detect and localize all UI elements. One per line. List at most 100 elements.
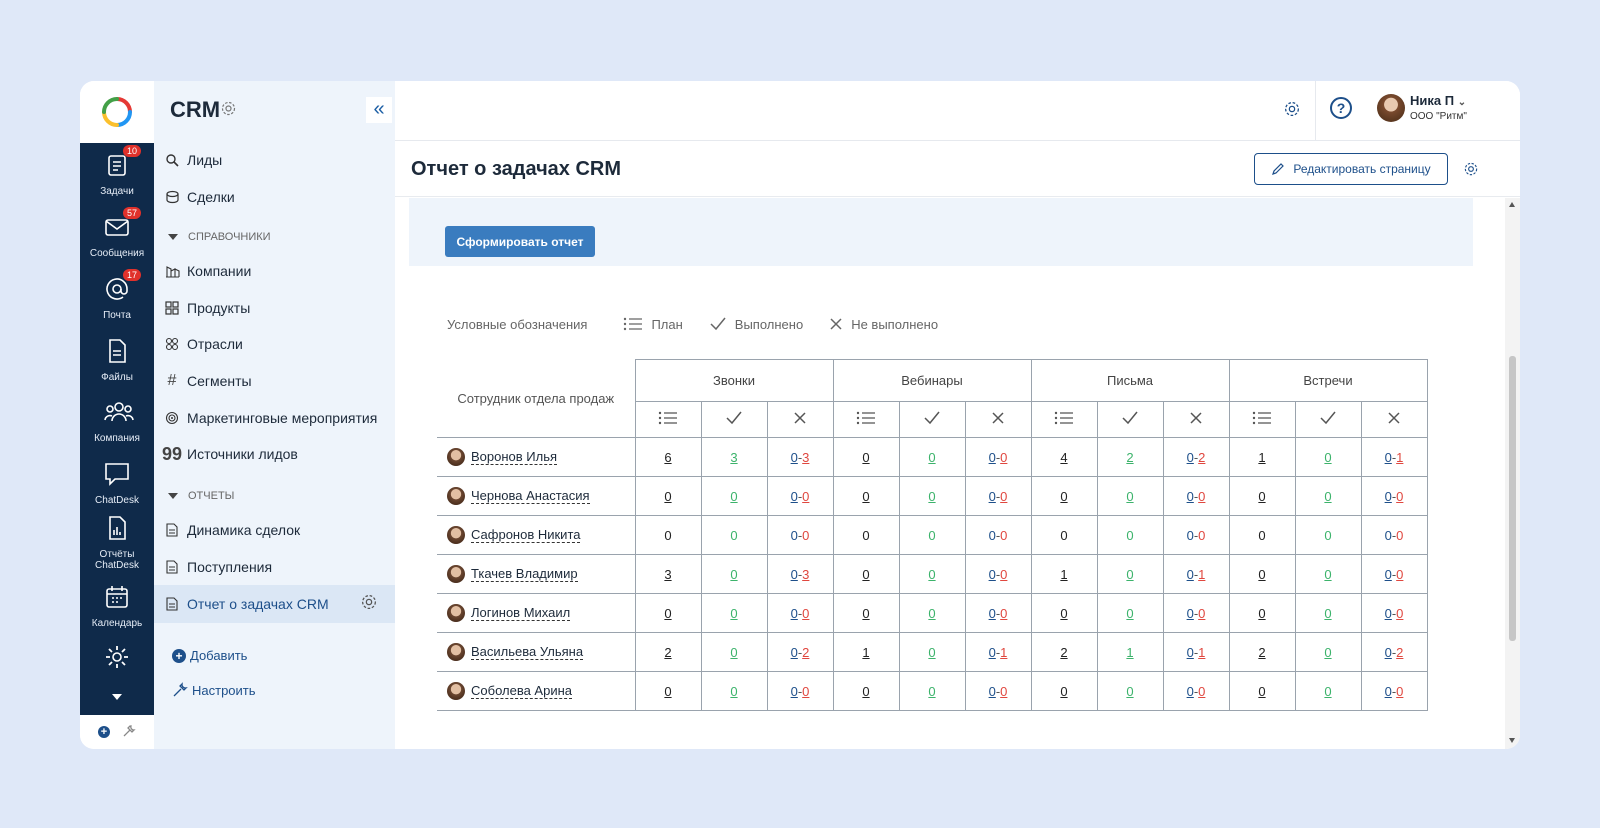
done-value[interactable]: 0 xyxy=(1126,488,1134,504)
not-done-value-b[interactable]: 0 xyxy=(1198,488,1206,504)
not-done-value-a[interactable]: 0 xyxy=(1384,566,1392,582)
not-done-value-b[interactable]: 0 xyxy=(1198,605,1206,621)
not-done-value-a[interactable]: 0 xyxy=(1186,683,1194,699)
plan-value[interactable]: 2 xyxy=(1258,644,1266,660)
employee-name[interactable]: Соболева Арина xyxy=(471,683,572,699)
not-done-value-a[interactable]: 0 xyxy=(988,449,996,465)
done-value[interactable]: 3 xyxy=(730,449,738,465)
done-value[interactable]: 0 xyxy=(928,566,936,582)
nav-item-lead-sources[interactable]: 99 Источники лидов xyxy=(162,443,298,465)
not-done-value-a[interactable]: 0 xyxy=(1186,488,1194,504)
not-done-value-a[interactable]: 0 xyxy=(988,644,996,660)
not-done-value-b[interactable]: 0 xyxy=(802,605,810,621)
plan-value[interactable]: 0 xyxy=(1258,683,1266,699)
rail-item-calendar[interactable]: Календарь xyxy=(80,583,154,629)
gear-icon[interactable] xyxy=(220,100,237,122)
not-done-value-b[interactable]: 3 xyxy=(802,449,810,465)
nav-item-marketing[interactable]: Маркетинговые мероприятия xyxy=(164,407,377,429)
not-done-value-a[interactable]: 0 xyxy=(790,488,798,504)
done-value[interactable]: 0 xyxy=(730,683,738,699)
employee-name[interactable]: Логинов Михаил xyxy=(471,605,571,621)
not-done-value-a[interactable]: 0 xyxy=(988,605,996,621)
employee-name[interactable]: Ткачев Владимир xyxy=(471,566,578,582)
done-value[interactable]: 0 xyxy=(1324,644,1332,660)
not-done-value-b[interactable]: 0 xyxy=(1000,449,1008,465)
generate-report-button[interactable]: Сформировать отчет xyxy=(445,226,595,257)
nav-section-reports[interactable]: ОТЧЕТЫ xyxy=(168,490,234,502)
not-done-value-b[interactable]: 2 xyxy=(1396,644,1404,660)
done-value[interactable]: 1 xyxy=(1126,644,1134,660)
employee-name[interactable]: Васильева Ульяна xyxy=(471,644,584,660)
not-done-value-a[interactable]: 0 xyxy=(790,566,798,582)
not-done-value-b[interactable]: 1 xyxy=(1198,566,1206,582)
not-done-value-b[interactable]: 0 xyxy=(1000,683,1008,699)
help-icon[interactable]: ? xyxy=(1330,97,1352,119)
not-done-value-a[interactable]: 0 xyxy=(1186,566,1194,582)
plan-value[interactable]: 0 xyxy=(1258,566,1266,582)
done-value[interactable]: 0 xyxy=(730,566,738,582)
plan-value[interactable]: 0 xyxy=(664,683,672,699)
plan-value[interactable]: 0 xyxy=(862,566,870,582)
plan-value[interactable]: 3 xyxy=(664,566,672,582)
not-done-value-a[interactable]: 0 xyxy=(790,644,798,660)
not-done-value-b[interactable]: 0 xyxy=(802,683,810,699)
not-done-value-a[interactable]: 0 xyxy=(790,605,798,621)
done-value[interactable]: 0 xyxy=(928,488,936,504)
not-done-value-a[interactable]: 0 xyxy=(988,566,996,582)
done-value[interactable]: 0 xyxy=(928,605,936,621)
nav-item-deals[interactable]: Сделки xyxy=(164,186,235,208)
plan-value[interactable]: 1 xyxy=(1060,566,1068,582)
configure-button[interactable]: Настроить xyxy=(172,682,256,698)
not-done-value-b[interactable]: 0 xyxy=(1000,605,1008,621)
rail-item-chatdesk-reports[interactable]: Отчёты ChatDesk xyxy=(80,514,154,571)
employee-name[interactable]: Воронов Илья xyxy=(471,449,558,465)
done-value[interactable]: 0 xyxy=(1324,605,1332,621)
done-value[interactable]: 0 xyxy=(928,683,936,699)
not-done-value-b[interactable]: 2 xyxy=(1198,449,1206,465)
logo[interactable] xyxy=(80,81,154,143)
plan-value[interactable]: 0 xyxy=(1060,605,1068,621)
done-value[interactable]: 0 xyxy=(730,488,738,504)
done-value[interactable]: 0 xyxy=(1324,488,1332,504)
not-done-value-b[interactable]: 1 xyxy=(1396,449,1404,465)
employee-name[interactable]: Чернова Анастасия xyxy=(471,488,590,504)
plan-value[interactable]: 1 xyxy=(862,644,870,660)
nav-item-receipts[interactable]: Поступления xyxy=(164,556,272,578)
not-done-value-b[interactable]: 0 xyxy=(1000,488,1008,504)
scroll-down-arrow[interactable] xyxy=(1509,738,1515,743)
not-done-value-a[interactable]: 0 xyxy=(1384,644,1392,660)
nav-item-products[interactable]: Продукты xyxy=(164,297,250,319)
add-button[interactable]: + Добавить xyxy=(172,648,247,663)
not-done-value-b[interactable]: 0 xyxy=(1198,683,1206,699)
not-done-value-a[interactable]: 0 xyxy=(1186,644,1194,660)
rail-item-messages[interactable]: 57 Сообщения xyxy=(80,207,154,259)
done-value[interactable]: 0 xyxy=(730,605,738,621)
not-done-value-a[interactable]: 0 xyxy=(790,683,798,699)
rail-expand-button[interactable] xyxy=(80,687,154,705)
plan-value[interactable]: 0 xyxy=(1258,488,1266,504)
plan-value[interactable]: 0 xyxy=(862,488,870,504)
gear-icon[interactable] xyxy=(1463,161,1479,182)
nav-section-refs[interactable]: СПРАВОЧНИКИ xyxy=(168,231,271,243)
plan-value[interactable]: 0 xyxy=(862,683,870,699)
plan-value[interactable]: 2 xyxy=(664,644,672,660)
not-done-value-a[interactable]: 0 xyxy=(1186,449,1194,465)
nav-item-leads[interactable]: Лиды xyxy=(164,149,222,171)
user-name[interactable]: Ника П ⌄ xyxy=(1410,93,1466,108)
done-value[interactable]: 0 xyxy=(928,644,936,660)
plan-value[interactable]: 0 xyxy=(862,605,870,621)
scroll-thumb[interactable] xyxy=(1509,356,1516,641)
rail-item-company[interactable]: Компания xyxy=(80,398,154,444)
not-done-value-b[interactable]: 3 xyxy=(802,566,810,582)
done-value[interactable]: 0 xyxy=(928,449,936,465)
wrench-icon[interactable] xyxy=(122,724,136,741)
not-done-value-b[interactable]: 0 xyxy=(1396,683,1404,699)
not-done-value-b[interactable]: 1 xyxy=(1000,644,1008,660)
done-value[interactable]: 0 xyxy=(1126,566,1134,582)
done-value[interactable]: 0 xyxy=(1324,683,1332,699)
done-value[interactable]: 0 xyxy=(1324,566,1332,582)
plan-value[interactable]: 0 xyxy=(1060,683,1068,699)
plan-value[interactable]: 6 xyxy=(664,449,672,465)
plan-value[interactable]: 0 xyxy=(1258,605,1266,621)
nav-item-deal-dynamics[interactable]: Динамика сделок xyxy=(164,519,300,541)
